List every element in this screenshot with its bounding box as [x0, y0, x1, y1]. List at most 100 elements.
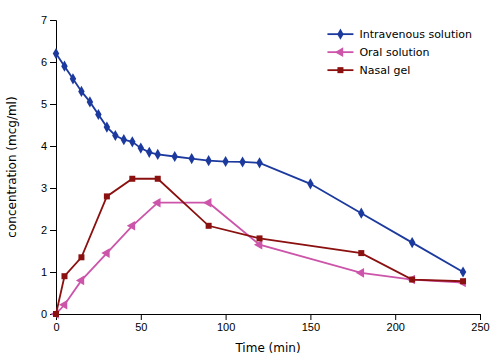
y-tick: 4 [41, 140, 56, 152]
data-point [87, 96, 93, 107]
x-tick: 250 [471, 314, 489, 333]
data-point [146, 147, 152, 158]
data-point [129, 136, 135, 147]
legend-item: Oral solution [327, 46, 429, 59]
data-point [460, 278, 466, 284]
data-point [104, 193, 110, 199]
x-tick-label: 150 [302, 321, 320, 333]
y-tick: 7 [41, 14, 56, 26]
series-line [56, 179, 463, 314]
series-line [56, 54, 463, 272]
y-tick-mark [50, 188, 56, 189]
data-point [206, 223, 212, 229]
y-tick-label: 3 [41, 182, 47, 194]
series [53, 176, 466, 317]
y-tick-mark [50, 272, 56, 273]
x-tick-mark [141, 314, 142, 320]
y-tick-label: 0 [41, 308, 47, 320]
data-point [257, 235, 263, 241]
legend-item: Intravenous solution [327, 28, 472, 41]
data-point [358, 250, 364, 256]
data-point [188, 153, 194, 164]
legend-label: Oral solution [359, 46, 429, 59]
y-tick: 3 [41, 182, 56, 194]
data-point [95, 109, 101, 120]
data-point [53, 48, 59, 59]
data-point [307, 178, 313, 189]
x-tick: 150 [302, 314, 320, 333]
data-point [127, 221, 135, 231]
x-tick-mark [395, 314, 396, 320]
data-point [129, 176, 135, 182]
x-tick: 200 [387, 314, 405, 333]
data-point [205, 155, 211, 166]
data-point [112, 130, 118, 141]
data-point [78, 254, 84, 260]
data-point [76, 276, 84, 286]
data-point [104, 122, 110, 133]
y-tick: 2 [41, 224, 56, 236]
data-point [256, 157, 262, 168]
data-point [407, 275, 415, 285]
x-tick-mark [480, 314, 481, 320]
y-axis: 0 1 2 3 4 5 6 7 [41, 14, 57, 320]
y-tick: 5 [41, 98, 56, 110]
data-point [239, 156, 245, 167]
data-point [78, 86, 84, 97]
x-axis-line [57, 315, 481, 321]
y-axis-line [50, 21, 57, 315]
x-tick-label: 0 [53, 321, 59, 333]
data-point [101, 248, 109, 258]
data-point [53, 311, 59, 317]
x-tick-mark [310, 314, 311, 320]
legend-marker [335, 47, 343, 57]
y-tick-label: 6 [41, 56, 47, 68]
data-point [171, 151, 177, 162]
chart: 0 50 100 150 200 250 0 1 2 3 4 5 6 7 Time (min) concent… [0, 0, 500, 360]
x-tick-label: 50 [135, 321, 147, 333]
data-point [358, 208, 364, 219]
legend-marker [337, 29, 343, 40]
data-point [155, 176, 161, 182]
data-point [460, 266, 466, 277]
x-tick-mark [226, 314, 227, 320]
y-tick-mark [50, 62, 56, 63]
x-tick-label: 100 [217, 321, 235, 333]
y-tick-label: 4 [41, 140, 47, 152]
y-tick-mark [50, 230, 56, 231]
x-axis: 0 50 100 150 200 250 [53, 314, 489, 333]
data-point [155, 149, 161, 160]
legend-label: Nasal gel [359, 64, 410, 77]
data-point [203, 198, 211, 208]
legend-item: Nasal gel [327, 64, 410, 77]
y-axis-title: concentration (mcg/ml) [5, 96, 19, 237]
data-point [61, 61, 67, 72]
y-tick-label: 5 [41, 98, 47, 110]
y-tick: 6 [41, 56, 56, 68]
y-tick-label: 2 [41, 224, 47, 236]
x-tick: 50 [135, 314, 147, 333]
x-tick-label: 200 [387, 321, 405, 333]
y-tick-mark [50, 20, 56, 21]
legend-marker [337, 67, 343, 73]
x-tick: 100 [217, 314, 235, 333]
y-tick: 1 [41, 266, 56, 278]
series [53, 48, 466, 278]
data-point [409, 237, 415, 248]
data-point [61, 273, 67, 279]
data-point [409, 277, 415, 283]
data-point [222, 156, 228, 167]
data-point [457, 278, 465, 288]
plot-area [50, 48, 466, 319]
y-tick-mark [50, 146, 56, 147]
series [50, 198, 465, 319]
data-point [70, 73, 76, 84]
data-point [152, 198, 160, 208]
data-point [121, 134, 127, 145]
legend: Intravenous solution Oral solution Nasal g… [327, 28, 472, 77]
x-axis-title: Time (min) [234, 341, 300, 355]
data-point [356, 268, 364, 278]
y-tick-mark [50, 104, 56, 105]
legend-label: Intravenous solution [359, 28, 472, 41]
data-point [59, 300, 67, 310]
